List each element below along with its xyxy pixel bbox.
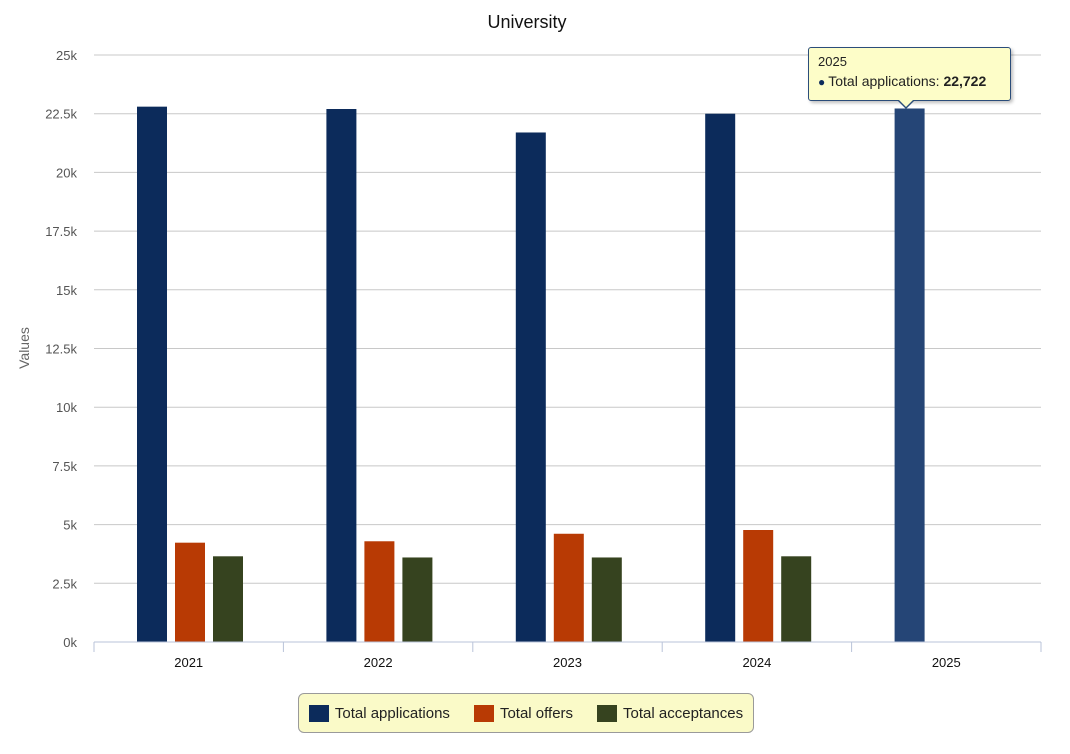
legend-label: Total offers	[499, 704, 574, 722]
legend-swatch	[308, 704, 329, 722]
legend-label: Total applications	[334, 704, 450, 722]
y-tick-label: 17.5k	[45, 224, 77, 239]
tooltip-category: 2025	[818, 54, 847, 69]
bar-total-applications-2022[interactable]	[326, 109, 357, 642]
legend-label: Total acceptances	[623, 704, 744, 722]
tooltip: 2025 ● Total applications: 22,722	[808, 47, 1011, 101]
y-tick-label: 25k	[56, 48, 77, 63]
x-tick-label: 2023	[553, 655, 582, 670]
y-tick-label: 5k	[63, 518, 77, 533]
y-tick-label: 15k	[56, 283, 77, 298]
y-tick-label: 2.5k	[52, 576, 77, 591]
bar-total-acceptances-2022[interactable]	[402, 557, 433, 642]
legend-item-total-applications[interactable]: Total applications	[308, 704, 450, 722]
bar-total-applications-2025[interactable]	[894, 108, 925, 643]
y-tick-label: 0k	[63, 635, 77, 650]
bar-total-applications-2023[interactable]	[515, 132, 546, 642]
bar-total-applications-2024[interactable]	[705, 113, 736, 642]
x-tick-label: 2025	[932, 655, 961, 670]
bar-total-offers-2024[interactable]	[743, 530, 774, 642]
y-tick-label: 7.5k	[52, 459, 77, 474]
legend-item-total-acceptances[interactable]: Total acceptances	[597, 704, 744, 722]
legend-swatch	[597, 704, 618, 722]
bar-total-acceptances-2024[interactable]	[781, 556, 812, 642]
bars	[137, 106, 925, 643]
bar-total-offers-2022[interactable]	[364, 541, 395, 642]
y-axis-ticks: 0k 2.5k 5k 7.5k 10k 12.5k 15k 17.5k 20k 22.5k 25k	[45, 48, 77, 650]
y-tick-label: 22.5k	[45, 107, 77, 122]
tooltip-row: ● Total applications: 22,722	[818, 73, 1001, 89]
bar-total-offers-2023[interactable]	[553, 533, 584, 642]
chart-title: University	[487, 12, 566, 32]
legend: Total applications Total offers Total ac…	[298, 693, 754, 733]
bar-total-acceptances-2021[interactable]	[213, 556, 243, 642]
bar-total-offers-2021[interactable]	[175, 542, 205, 642]
x-tick-label: 2024	[742, 655, 771, 670]
tooltip-series-label: Total applications:	[828, 73, 940, 89]
tooltip-series-dot: ●	[818, 75, 826, 89]
bar-total-acceptances-2023[interactable]	[591, 557, 622, 642]
y-tick-label: 20k	[56, 165, 77, 180]
x-tick-label: 2022	[364, 655, 393, 670]
y-tick-label: 12.5k	[45, 342, 77, 357]
legend-swatch	[473, 704, 494, 722]
tooltip-pointer-fill	[899, 100, 913, 107]
y-axis-label: Values	[16, 327, 32, 369]
legend-item-total-offers[interactable]: Total offers	[473, 704, 574, 722]
x-tick-label: 2021	[174, 655, 203, 670]
x-axis: 2021 2022 2023 2024 2025	[93, 641, 1042, 670]
tooltip-value: 22,722	[943, 73, 987, 89]
y-tick-label: 10k	[56, 400, 77, 415]
bar-total-applications-2021[interactable]	[137, 106, 167, 642]
